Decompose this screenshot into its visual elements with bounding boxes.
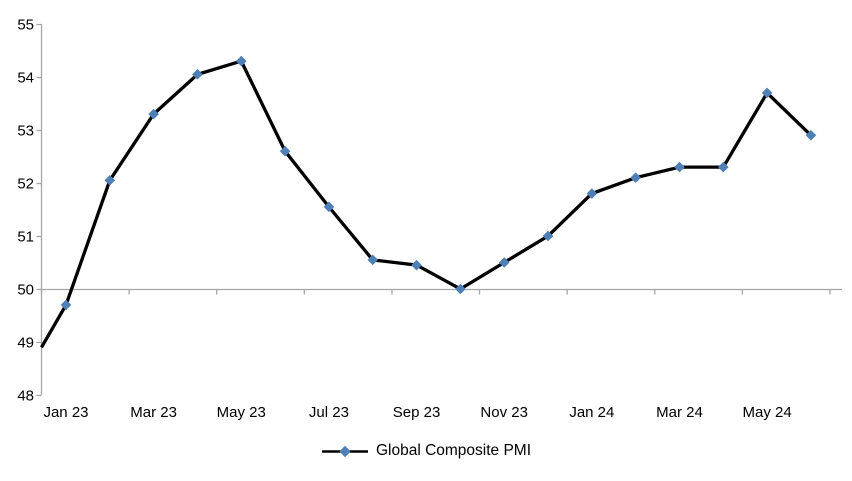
data-point-marker — [586, 188, 598, 199]
data-point-marker — [805, 130, 817, 141]
y-axis-tick-label: 50 — [17, 282, 34, 299]
x-axis-tick-label: Mar 23 — [130, 404, 177, 421]
y-axis-tick-label: 55 — [17, 17, 34, 34]
data-point-marker — [542, 230, 554, 242]
pmi-series-line — [40, 59, 813, 349]
data-point-marker — [674, 161, 685, 173]
data-point-marker — [279, 145, 291, 157]
data-point-marker — [148, 108, 159, 120]
y-axis-tick-label: 52 — [17, 176, 34, 193]
data-point-marker — [235, 55, 247, 67]
x-axis-tick-label: Nov 23 — [480, 404, 528, 421]
y-axis-tick-label: 54 — [17, 70, 34, 87]
data-point-marker — [323, 201, 335, 213]
y-axis-tick-label: 53 — [17, 123, 34, 140]
y-axis-tick-label: 48 — [17, 388, 34, 405]
x-axis-tick-label: Jan 23 — [43, 404, 88, 421]
legend: Global Composite PMI — [0, 440, 852, 462]
data-point-marker — [630, 172, 641, 183]
x-axis-tick-label: May 24 — [743, 404, 792, 421]
pmi-line-chart: 55 54 53 52 51 50 49 48 Jan 23 Mar 23 May 23 Jul 23… — [17, 17, 842, 421]
data-point-marker — [761, 87, 773, 99]
data-point-marker — [411, 259, 422, 271]
y-axis-tick-label: 51 — [17, 229, 34, 246]
data-point-marker — [455, 283, 466, 295]
legend-label: Global Composite PMI — [375, 442, 532, 459]
x-axis-tick-label: Jan 24 — [569, 404, 614, 421]
x-axis-tick-label: Sep 23 — [393, 404, 441, 421]
legend-diamond-marker-icon — [339, 445, 351, 457]
x-axis-tick-label: Mar 24 — [656, 404, 703, 421]
data-point-marker — [718, 161, 729, 173]
x-axis-tick-label: Jul 23 — [309, 404, 349, 421]
data-point-marker — [192, 69, 203, 80]
legend-line-marker-sample — [321, 445, 368, 457]
data-point-marker — [104, 175, 116, 186]
y-axis-tick-label: 49 — [17, 335, 34, 352]
data-point-marker — [60, 299, 72, 311]
data-point-marker — [498, 257, 510, 268]
data-point-marker — [367, 254, 379, 266]
x-axis-tick-label: May 23 — [217, 404, 266, 421]
